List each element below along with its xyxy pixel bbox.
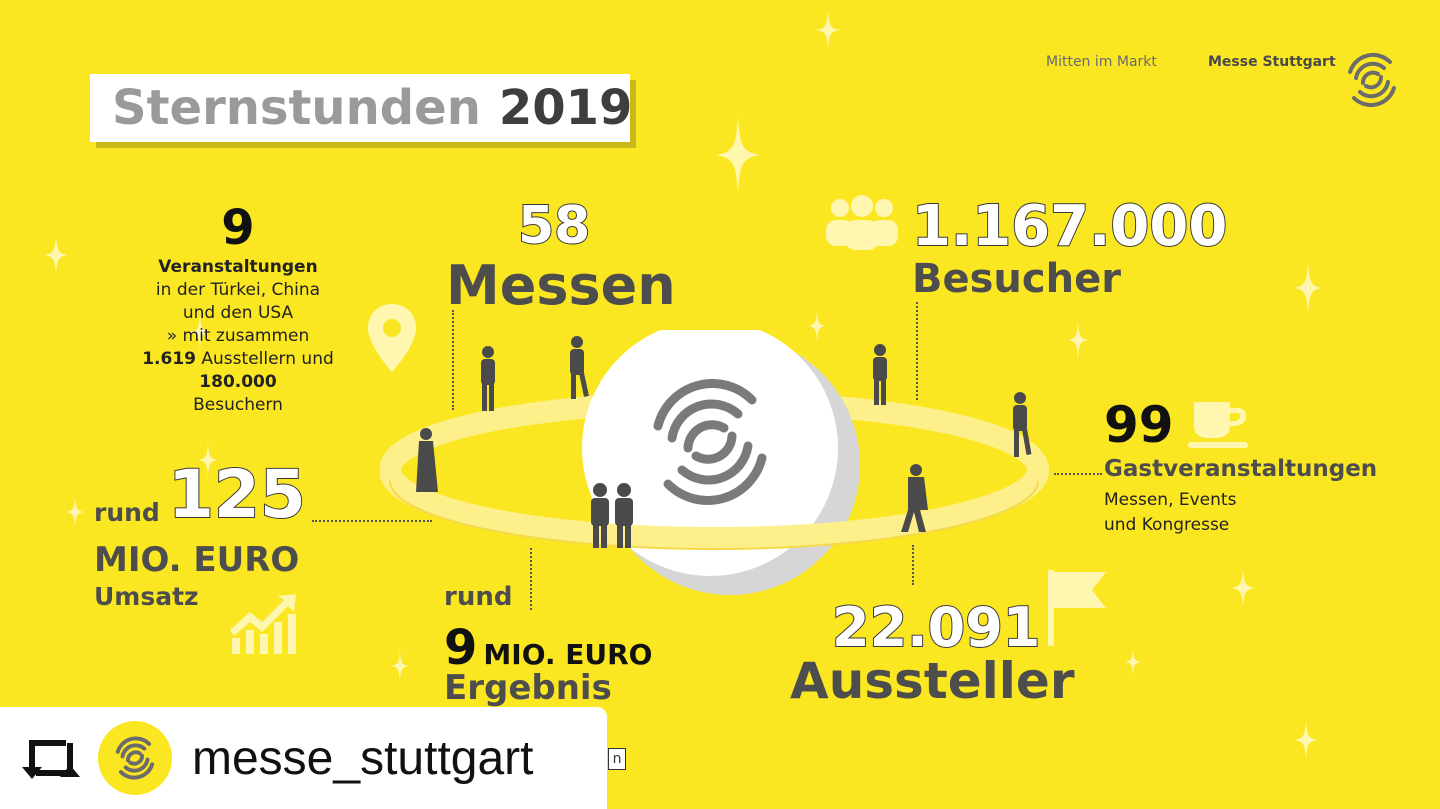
guest-events-number: 99 — [1104, 396, 1174, 454]
guest-events-sub2: und Kongresse — [1104, 515, 1230, 535]
events-visitors-number: 180.000 — [199, 372, 277, 392]
guest-events-label: Gastveranstaltungen — [1104, 456, 1378, 482]
result-number: 9 — [444, 620, 478, 676]
connector-line — [912, 545, 914, 585]
location-pin-icon — [368, 304, 416, 372]
events-line3: » mit zusammen — [166, 326, 310, 346]
people-group-icon — [826, 195, 898, 250]
growth-chart-icon — [230, 594, 296, 654]
planet-illustration — [380, 330, 1049, 595]
events-number: 9 — [221, 200, 255, 256]
spiral-logo-icon — [115, 736, 155, 780]
avatar[interactable] — [98, 721, 172, 795]
fairs-label: Messen — [446, 254, 676, 317]
events-visitors-text: Besuchern — [193, 395, 283, 415]
visitors-number: 1.167.000 — [911, 193, 1228, 260]
title-banner: Sternstunden 2019 — [90, 74, 633, 142]
result-line: 9 MIO. EURO — [444, 620, 653, 676]
partial-caption: n — [608, 748, 626, 770]
connector-line — [452, 310, 454, 410]
visitors-label: Besucher — [912, 256, 1121, 302]
revenue-number: 125 — [167, 455, 307, 534]
revenue-prefix: rund — [94, 498, 160, 527]
events-stat: 9 Veranstaltungen in der Türkei, China u… — [118, 200, 358, 417]
events-label: Veranstaltungen — [158, 257, 318, 277]
revenue-sub: Umsatz — [94, 582, 199, 611]
title-text: Sternstunden — [112, 80, 481, 136]
coffee-cup-icon — [1188, 402, 1248, 448]
events-exhibitors-text: Ausstellern und — [201, 349, 334, 369]
brand-slogan: Mitten im Markt — [1046, 54, 1157, 70]
result-prefix: rund — [444, 582, 513, 612]
connector-line — [1054, 473, 1102, 475]
connector-line — [312, 520, 432, 522]
spiral-logo-icon — [1348, 52, 1396, 108]
events-exhibitors-number: 1.619 — [142, 349, 196, 369]
guest-events-sub1: Messen, Events — [1104, 490, 1237, 510]
events-line1: in der Türkei, China — [155, 280, 321, 300]
exhibitors-label: Aussteller — [790, 652, 1075, 710]
exhibitors-number: 22.091 — [831, 595, 1041, 660]
flag-icon — [1048, 570, 1106, 646]
result-sub: Ergebnis — [444, 668, 612, 708]
repost-icon[interactable] — [22, 735, 80, 781]
revenue-label: MIO. EURO — [94, 540, 300, 580]
connector-line — [916, 302, 918, 400]
fairs-number: 58 — [517, 195, 591, 257]
repost-bar: messe_stuttgart — [0, 707, 607, 809]
connector-line — [530, 548, 532, 610]
title-year: 2019 — [498, 80, 633, 136]
events-line2: und den USA — [182, 303, 294, 323]
result-label: MIO. EURO — [483, 638, 653, 671]
brand-name: Messe Stuttgart — [1208, 54, 1336, 70]
repost-handle[interactable]: messe_stuttgart — [192, 731, 534, 785]
